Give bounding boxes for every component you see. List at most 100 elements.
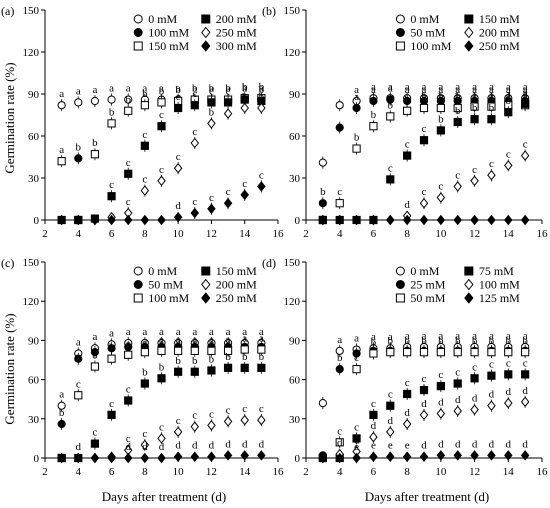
significance-label: a xyxy=(523,330,528,342)
data-point xyxy=(157,374,166,383)
significance-label: d xyxy=(125,441,131,453)
legend-item: 50 mM xyxy=(133,278,184,292)
significance-label: b xyxy=(192,83,198,95)
data-point xyxy=(436,348,445,357)
legend-label: 200 mM xyxy=(479,26,520,40)
legend-item: 25 mM xyxy=(395,278,446,292)
significance-label: c xyxy=(455,169,460,181)
data-point xyxy=(504,214,513,226)
significance-label: a xyxy=(242,326,247,338)
significance-label: e xyxy=(388,440,393,452)
significance-label: d xyxy=(438,397,444,409)
significance-label: a xyxy=(159,334,164,346)
significance-label: b xyxy=(506,95,512,107)
significance-label: a xyxy=(438,84,443,96)
y-tick-label: 120 xyxy=(23,47,40,59)
significance-label: b xyxy=(455,91,461,103)
legend-label: 100 mM xyxy=(479,278,520,292)
data-point xyxy=(157,433,166,444)
significance-label: c xyxy=(354,421,359,433)
data-point xyxy=(369,122,378,131)
significance-label: c xyxy=(506,357,511,369)
x-tick-label: 4 xyxy=(76,466,82,478)
significance-label: b xyxy=(175,84,181,96)
data-point xyxy=(223,416,233,427)
significance-label: c xyxy=(126,384,131,396)
legend-marker xyxy=(201,278,211,291)
significance-label: b xyxy=(354,132,360,144)
data-point xyxy=(504,160,513,171)
significance-label: e xyxy=(354,441,359,453)
legend-item: 100 mM xyxy=(395,39,452,53)
legend-marker xyxy=(395,41,405,51)
legend-label: 50 mM xyxy=(410,26,445,40)
significance-label: b xyxy=(242,83,248,95)
significance-label: b xyxy=(242,351,248,363)
significance-label: d xyxy=(472,393,478,405)
significance-label: b xyxy=(59,407,65,419)
data-point xyxy=(419,348,429,357)
significance-label: b xyxy=(489,335,495,347)
data-point xyxy=(487,169,496,181)
series-250-mM xyxy=(318,214,530,226)
data-point xyxy=(207,118,216,129)
data-point xyxy=(369,431,378,443)
legend-marker xyxy=(395,28,405,37)
data-point xyxy=(107,95,116,104)
significance-label: c xyxy=(192,196,197,208)
series-300-mM: d c c ccc xyxy=(57,169,266,226)
data-point xyxy=(318,158,327,167)
significance-label: c xyxy=(176,151,181,163)
data-point xyxy=(124,169,133,178)
data-point xyxy=(74,391,83,400)
y-tick-label: 90 xyxy=(28,335,40,347)
x-tick-label: 6 xyxy=(109,466,115,478)
significance-label: c xyxy=(472,361,477,373)
data-point xyxy=(520,150,530,161)
data-point xyxy=(335,199,344,208)
x-tick-label: 4 xyxy=(337,466,343,478)
x-tick-label: 8 xyxy=(404,228,410,240)
legend-label: 50 mM xyxy=(410,291,445,305)
significance-label: a xyxy=(405,84,410,96)
legend-item: 100 mM xyxy=(464,278,520,292)
significance-label: c xyxy=(371,398,376,410)
significance-label: a xyxy=(59,144,64,156)
data-point xyxy=(57,401,66,410)
significance-label: a xyxy=(354,91,359,103)
x-tick-label: 14 xyxy=(239,228,251,240)
significance-label: d xyxy=(421,440,427,452)
y-tick-label: 0 xyxy=(295,215,301,227)
data-point xyxy=(123,214,133,226)
legend-label: 200 mM xyxy=(216,278,257,292)
data-point xyxy=(257,363,266,372)
data-point xyxy=(157,98,166,107)
x-tick-label: 10 xyxy=(173,228,185,240)
data-point xyxy=(403,348,412,357)
y-tick-label: 30 xyxy=(28,414,40,426)
significance-label: a xyxy=(438,330,443,342)
x-tick-label: 16 xyxy=(273,228,285,240)
legend-marker xyxy=(395,14,405,24)
y-tick-label: 30 xyxy=(289,414,301,426)
data-point xyxy=(470,404,479,415)
significance-label: b xyxy=(506,335,512,347)
y-tick-label: 30 xyxy=(289,173,301,185)
significance-label: d xyxy=(522,438,528,450)
data-point xyxy=(223,197,233,209)
data-point xyxy=(504,397,513,409)
significance-label: c xyxy=(422,373,427,385)
significance-label: c xyxy=(109,179,114,191)
legend-label: 0 mM xyxy=(148,12,177,26)
significance-label: b xyxy=(404,94,410,106)
data-point xyxy=(107,119,116,128)
significance-label: c xyxy=(126,196,131,208)
significance-label: a xyxy=(192,334,197,346)
legend-label: 75 mM xyxy=(479,264,514,278)
y-tick-label: 60 xyxy=(289,131,301,143)
significance-label: b xyxy=(455,335,461,347)
legend-marker xyxy=(201,266,211,276)
significance-label: a xyxy=(242,83,247,95)
significance-label: b xyxy=(259,351,265,363)
